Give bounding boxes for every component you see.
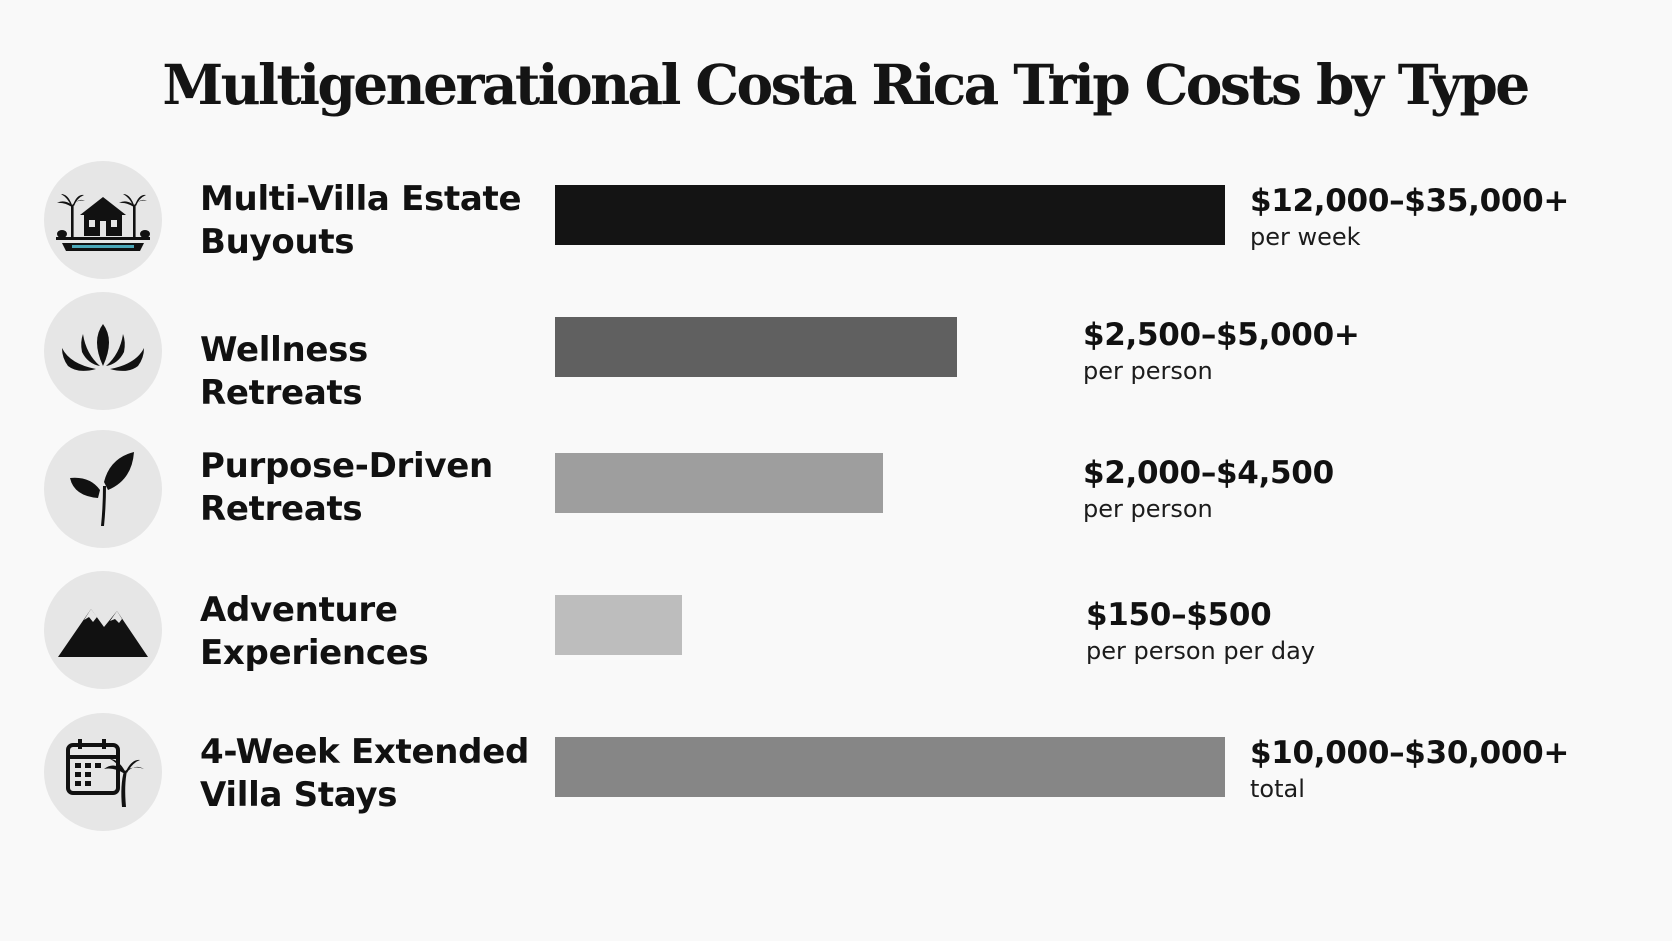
category-label-line: Retreats	[200, 489, 363, 529]
unit-label: total	[1250, 775, 1305, 803]
calendar-palm-icon	[44, 713, 162, 831]
category-label-line: Buyouts	[200, 222, 355, 262]
value-label: $10,000–$30,000+	[1250, 735, 1570, 771]
category-label: Wellness Retreats	[200, 329, 540, 415]
mountain-icon	[44, 571, 162, 689]
category-label-line: 4-Week Extended	[200, 732, 530, 772]
category-label-line: Wellness Retreats	[200, 330, 368, 413]
category-label: Adventure Experiences	[200, 589, 540, 675]
category-label: Multi-Villa Estate Buyouts	[200, 178, 540, 264]
bar	[555, 595, 682, 655]
chart-title: Multigenerational Costa Rica Trip Costs …	[162, 52, 1530, 117]
unit-label: per person	[1083, 357, 1213, 385]
category-label-line: Experiences	[200, 633, 429, 673]
category-label: 4-Week Extended Villa Stays	[200, 731, 540, 817]
category-label: Purpose-Driven Retreats	[200, 445, 540, 531]
category-label-line: Purpose-Driven	[200, 446, 493, 486]
bar	[555, 317, 957, 377]
category-label-line: Adventure	[200, 590, 398, 630]
bar	[555, 185, 1225, 245]
value-label: $150–$500	[1086, 597, 1272, 633]
bar	[555, 453, 883, 513]
category-label-line: Multi-Villa Estate	[200, 179, 522, 219]
unit-label: per person	[1083, 495, 1213, 523]
category-label-line: Villa Stays	[200, 775, 398, 815]
value-label: $2,500–$5,000+	[1083, 317, 1360, 353]
leaf-sprout-icon	[44, 430, 162, 548]
bar	[555, 737, 1225, 797]
value-label: $2,000–$4,500	[1083, 455, 1334, 491]
villa-palm-icon	[44, 161, 162, 279]
lotus-icon	[44, 292, 162, 410]
unit-label: per person per day	[1086, 637, 1316, 665]
unit-label: per week	[1250, 223, 1361, 251]
value-label: $12,000–$35,000+	[1250, 183, 1570, 219]
